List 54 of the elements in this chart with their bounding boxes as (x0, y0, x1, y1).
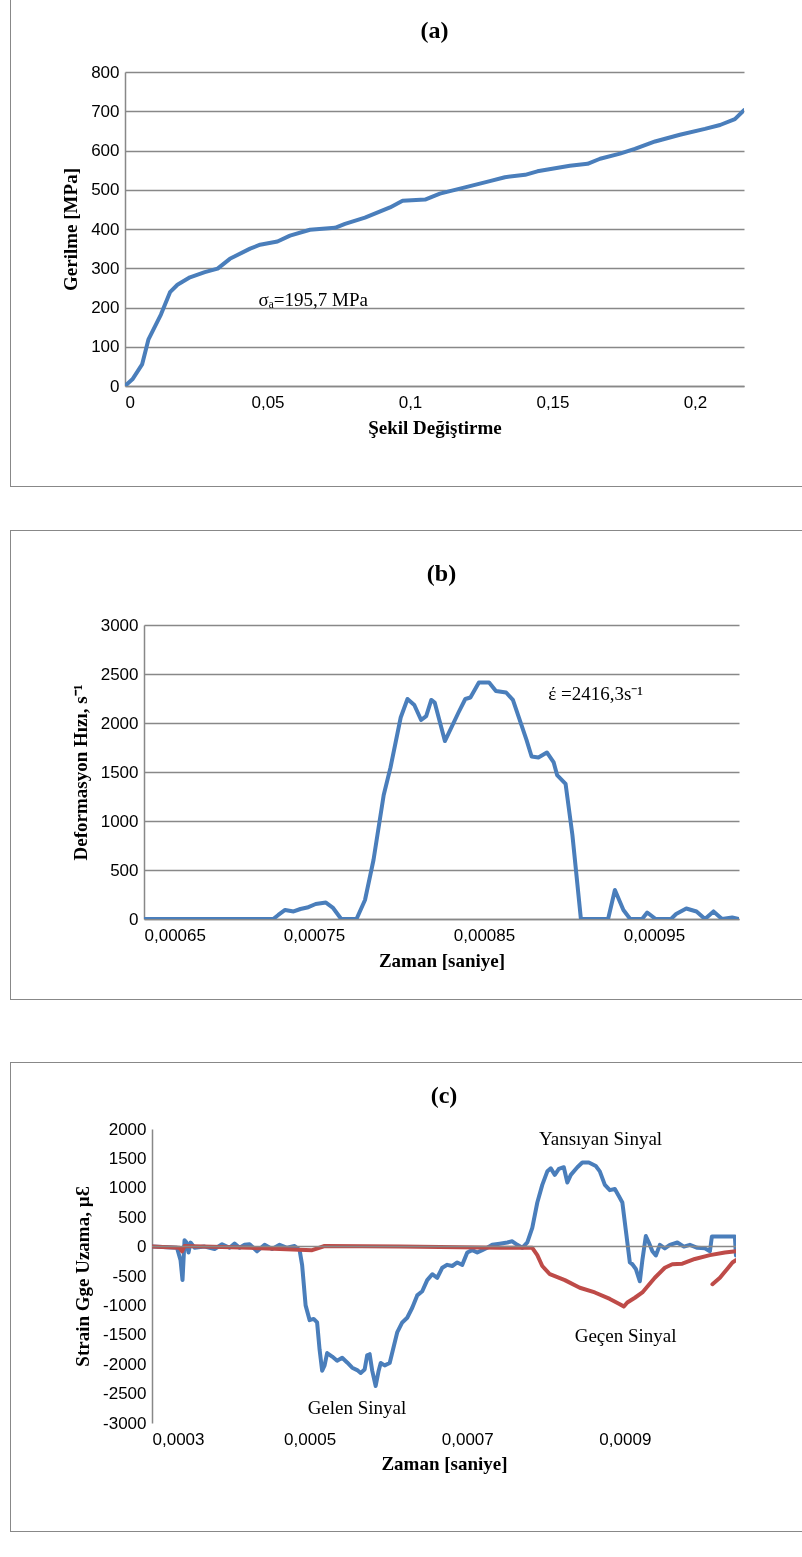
y-tick-label: 2000 (108, 1119, 147, 1139)
y-tick-label: 500 (91, 180, 120, 200)
x-axis-title: Şekil Değiştirme (368, 416, 502, 438)
y-tick-label: 0 (137, 1237, 147, 1257)
y-axis-title: Strain Gge Uzama, µƐ (72, 1186, 94, 1367)
chart-title: (a) (420, 17, 449, 43)
x-tick-label: 0,00095 (623, 925, 686, 945)
y-tick-label: 1000 (100, 811, 139, 831)
y-axis-title: Gerilme [MPa] (60, 168, 82, 291)
y-tick-label: -2500 (103, 1384, 147, 1404)
y-tick-label: -3000 (103, 1413, 147, 1433)
y-tick-label: 2000 (100, 713, 139, 733)
chart-title: (c) (430, 1082, 458, 1108)
x-tick-label: 0,2 (683, 392, 708, 412)
y-tick-label: -1000 (103, 1295, 147, 1315)
y-axis-title: Deformasyon Hızı, s⁻¹ (69, 684, 91, 861)
y-tick-label: 200 (91, 298, 120, 317)
line-series (710, 1258, 736, 1287)
chart-title: (b) (426, 560, 457, 586)
y-tick-label: 400 (91, 219, 120, 239)
y-tick-label: 0 (129, 909, 139, 929)
y-tick-label: -1500 (103, 1325, 147, 1345)
y-tick-label: 600 (91, 141, 120, 160)
y-tick-label: 2500 (100, 664, 139, 684)
y-tick-label: 500 (118, 1207, 147, 1227)
x-tick-label: 0,00065 (144, 925, 206, 945)
y-tick-label: 0 (110, 376, 120, 396)
y-tick-label: 500 (110, 860, 139, 880)
x-tick-label: 0,0007 (441, 1429, 494, 1449)
annotation: έ =2416,3s⁻¹ (548, 683, 644, 705)
annotation: Gelen Sinyal (307, 1396, 407, 1418)
x-axis-title: Zaman [saniye] (381, 1453, 508, 1475)
x-axis-title: Zaman [saniye] (378, 949, 506, 971)
y-tick-label: -2000 (103, 1354, 147, 1374)
x-tick-label: 0,00075 (283, 925, 346, 945)
x-tick-label: 0,1 (398, 392, 423, 412)
y-tick-label: 3000 (100, 615, 139, 635)
y-tick-label: 100 (91, 337, 120, 357)
y-tick-label: 1500 (108, 1148, 147, 1168)
y-tick-label: 700 (91, 101, 120, 121)
x-tick-label: 0,0003 (152, 1429, 205, 1449)
x-tick-label: 0,0005 (284, 1429, 337, 1449)
x-tick-label: 0,0009 (599, 1429, 652, 1449)
y-tick-label: -500 (112, 1266, 147, 1286)
y-tick-label: 1000 (108, 1178, 147, 1198)
y-tick-label: 1500 (100, 762, 139, 782)
y-tick-label: 800 (91, 62, 120, 82)
annotation: Geçen Sinyal (574, 1324, 677, 1346)
x-tick-label: 0,00085 (453, 925, 516, 945)
x-tick-label: 0,15 (536, 392, 570, 412)
annotation: Yansıyan Sinyal (538, 1128, 663, 1149)
x-tick-label: 0,05 (251, 392, 285, 412)
y-tick-label: 300 (91, 258, 120, 278)
annotation: σₐ=195,7 MPa (258, 288, 369, 310)
